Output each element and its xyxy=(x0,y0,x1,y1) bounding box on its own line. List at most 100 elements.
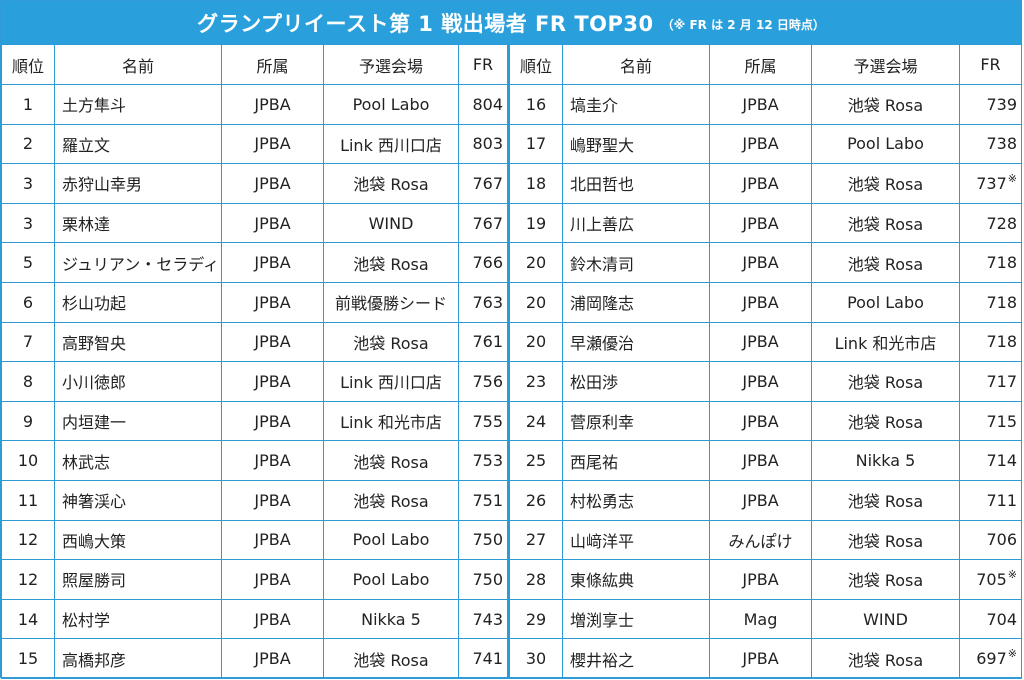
cell-fr: 766 xyxy=(458,242,509,283)
affiliation-value: JPBA xyxy=(254,94,291,114)
table-row: 3 赤狩山幸男 JPBA 池袋 Rosa 767 18 北田哲也 JPBA 池袋 Rosa 737… xyxy=(1,163,1022,204)
cell-venue: Nikka 5 xyxy=(323,598,459,640)
venue-value: 前戦優勝シード xyxy=(334,294,447,314)
fr-value: 697 xyxy=(976,649,1007,669)
rank-value: 20 xyxy=(525,253,547,273)
cell-rank: 1 xyxy=(1,84,55,125)
cell-fr: 750 xyxy=(458,519,509,561)
affiliation-value: JPBA xyxy=(742,490,779,510)
cell-fr: 714 xyxy=(959,440,1022,481)
fr-value: 803 xyxy=(472,134,503,154)
venue-value: WIND xyxy=(368,213,414,233)
fr-value: 711 xyxy=(986,490,1017,510)
cell-rank: 27 xyxy=(507,519,563,561)
cell-affiliation: JPBA xyxy=(221,242,324,283)
affiliation-value: JPBA xyxy=(254,253,291,273)
cell-affiliation: JPBA xyxy=(221,559,324,600)
rank-value: 9 xyxy=(22,411,34,431)
affiliation-value: JPBA xyxy=(254,530,291,550)
fr-value: 763 xyxy=(472,292,503,312)
cell-rank: 28 xyxy=(507,559,563,600)
name-value: 嶋野聖大 xyxy=(570,135,635,155)
cell-name: 菅原利幸 xyxy=(562,400,710,442)
affiliation-value: JPBA xyxy=(742,94,779,114)
venue-value: Link 和光市店 xyxy=(834,333,937,353)
name-value: 北田哲也 xyxy=(570,175,635,195)
table-row: 1 土方隼斗 JPBA Pool Labo 804 16 塙圭介 JPBA 池袋 Rosa 739 xyxy=(1,84,1022,125)
cell-name: 増渕享士 xyxy=(562,598,710,640)
name-value: 杉山功起 xyxy=(62,294,127,314)
cell-fr: 767 xyxy=(458,202,509,244)
cell-fr: 715 xyxy=(959,400,1022,442)
rank-value: 6 xyxy=(22,292,34,312)
cell-venue: Pool Labo xyxy=(811,123,960,165)
name-value: 林武志 xyxy=(62,452,111,472)
cell-venue: 池袋 Rosa xyxy=(811,202,960,244)
header-fr: FR xyxy=(959,44,1022,85)
cell-name: 松村学 xyxy=(54,598,222,640)
rank-value: 18 xyxy=(525,173,547,193)
cell-fr: 718 xyxy=(959,242,1022,283)
affiliation-value: JPBA xyxy=(254,569,291,589)
cell-name: 神箸渓心 xyxy=(54,479,222,521)
rank-value: 3 xyxy=(22,213,34,233)
name-value: 神箸渓心 xyxy=(62,492,127,512)
name-value: 村松勇志 xyxy=(570,492,635,512)
name-value: 山﨑洋平 xyxy=(570,531,635,551)
name-value: 川上善広 xyxy=(570,215,635,235)
rank-value: 20 xyxy=(525,292,547,312)
cell-venue: 池袋 Rosa xyxy=(811,638,960,679)
affiliation-value: JPBA xyxy=(254,451,291,471)
cell-name: 浦岡隆志 xyxy=(562,281,710,323)
table-row: 3 栗林達 JPBA WIND 767 19 川上善広 JPBA 池袋 Rosa 728 xyxy=(1,202,1022,244)
venue-value: 池袋 Rosa xyxy=(847,96,924,116)
cell-venue: 池袋 Rosa xyxy=(811,479,960,521)
cell-fr: 756 xyxy=(458,361,509,402)
cell-rank: 11 xyxy=(1,479,55,521)
cell-affiliation: JPBA xyxy=(221,638,324,679)
rank-value: 5 xyxy=(22,253,34,273)
affiliation-value: JPBA xyxy=(254,332,291,352)
table-row: 10 林武志 JPBA 池袋 Rosa 753 25 西尾祐 JPBA Nikka 5 714 xyxy=(1,440,1022,481)
cell-name: 松田渉 xyxy=(562,361,710,402)
rank-value: 7 xyxy=(22,332,34,352)
venue-value: Pool Labo xyxy=(352,530,430,550)
venue-value: 池袋 Rosa xyxy=(353,175,429,195)
name-value: 浦岡隆志 xyxy=(570,294,635,314)
rank-value: 15 xyxy=(17,649,39,669)
cell-rank: 6 xyxy=(1,281,55,323)
cell-fr: 718 xyxy=(959,321,1022,363)
cell-name: ジュリアン・セラディラ xyxy=(54,242,222,283)
venue-value: Nikka 5 xyxy=(855,451,916,471)
fr-value: 767 xyxy=(472,173,503,193)
venue-value: 池袋 Rosa xyxy=(353,452,429,472)
cell-affiliation: JPBA xyxy=(709,123,812,165)
cell-venue: Link 和光市店 xyxy=(323,400,459,442)
cell-fr: 717 xyxy=(959,361,1022,402)
cell-affiliation: JPBA xyxy=(221,479,324,521)
name-value: 高橋邦彦 xyxy=(62,650,127,670)
cell-affiliation: JPBA xyxy=(221,598,324,640)
cell-venue: 池袋 Rosa xyxy=(323,321,459,363)
header-row: 順位 名前 所属 予選会場 FR 順位 名前 所属 予選会場 FR xyxy=(1,44,1022,85)
venue-value: Nikka 5 xyxy=(361,609,421,629)
fr-value: 737 xyxy=(976,173,1007,193)
cell-fr: 761 xyxy=(458,321,509,363)
cell-rank: 15 xyxy=(1,638,55,679)
rank-value: 23 xyxy=(525,371,547,391)
fr-value: 755 xyxy=(472,411,503,431)
venue-value: 池袋 Rosa xyxy=(847,175,924,195)
fr-value: 718 xyxy=(986,332,1017,352)
fr-value: 738 xyxy=(986,134,1017,154)
cell-name: 鈴木清司 xyxy=(562,242,710,283)
cell-venue: WIND xyxy=(811,598,960,640)
fr-value: 743 xyxy=(472,609,503,629)
cell-venue: 池袋 Rosa xyxy=(811,84,960,125)
venue-value: 池袋 Rosa xyxy=(353,492,429,512)
cell-name: 川上善広 xyxy=(562,202,710,244)
cell-rank: 30 xyxy=(507,638,563,679)
table-row: 12 西嶋大策 JPBA Pool Labo 750 27 山﨑洋平 みんぽけ 池袋 Rosa 7… xyxy=(1,519,1022,561)
cell-fr: 738 xyxy=(959,123,1022,165)
cell-venue: 池袋 Rosa xyxy=(811,519,960,561)
cell-fr: 767 xyxy=(458,163,509,204)
